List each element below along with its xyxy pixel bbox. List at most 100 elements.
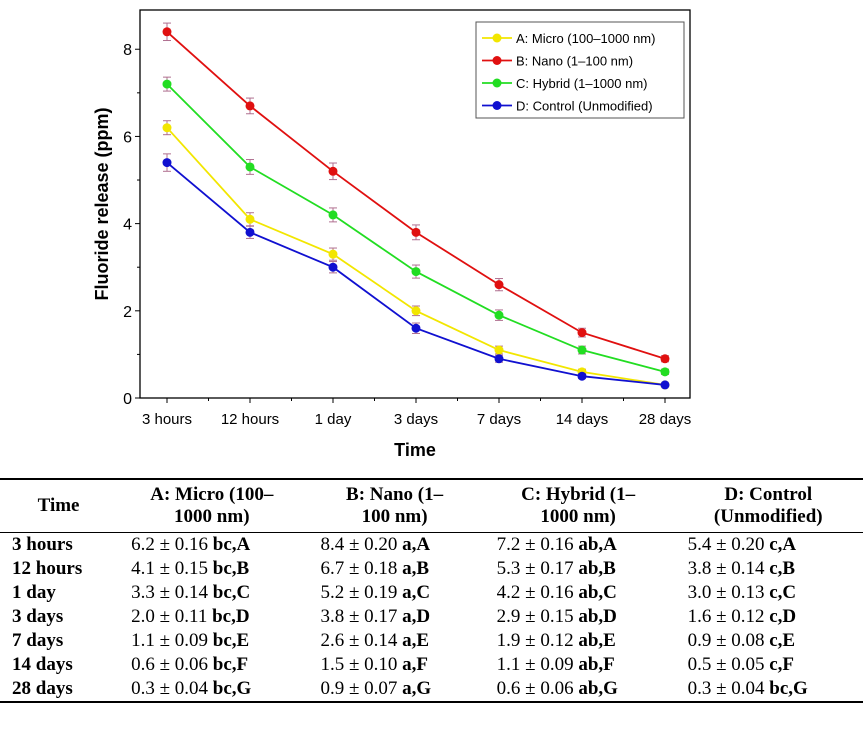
value-cell: 1.1 ± 0.09 bc,E bbox=[117, 629, 306, 653]
x-tick-label: 1 day bbox=[315, 411, 352, 428]
significance-letters: ab,G bbox=[578, 678, 618, 699]
series-c bbox=[162, 76, 670, 377]
value-cell: 1.6 ± 0.12 c,D bbox=[674, 605, 863, 629]
series-a bbox=[162, 120, 670, 390]
value-cell: 5.4 ± 0.20 c,A bbox=[674, 533, 863, 558]
mean-sd: 3.0 ± 0.13 bbox=[687, 582, 765, 603]
mean-sd: 6.7 ± 0.18 bbox=[320, 558, 398, 579]
time-cell: 28 days bbox=[12, 678, 73, 699]
fluoride-release-table: Time A: Micro (100– 1000 nm) B: Nano (1– 100… bbox=[0, 478, 863, 703]
time-cell: 12 hours bbox=[12, 558, 83, 579]
time-cell: 7 days bbox=[12, 630, 64, 651]
mean-sd: 0.9 ± 0.07 bbox=[320, 678, 398, 699]
value-cell: 0.9 ± 0.08 c,E bbox=[674, 629, 863, 653]
legend-marker bbox=[492, 101, 502, 110]
data-point bbox=[411, 227, 421, 237]
data-point bbox=[660, 354, 670, 364]
x-tick-label: 28 days bbox=[639, 411, 692, 428]
column-header-text: 1000 nm) bbox=[540, 506, 616, 527]
mean-sd: 3.8 ± 0.17 bbox=[320, 606, 398, 627]
value-cell: 4.1 ± 0.15 bc,B bbox=[117, 557, 306, 581]
mean-sd: 7.2 ± 0.16 bbox=[496, 534, 574, 555]
data-point bbox=[494, 280, 504, 290]
x-tick-label: 12 hours bbox=[221, 411, 279, 428]
data-point bbox=[411, 267, 421, 277]
mean-sd: 0.3 ± 0.04 bbox=[131, 678, 209, 699]
data-point bbox=[162, 123, 172, 133]
legend-label: B: Nano (1–100 nm) bbox=[516, 54, 633, 69]
table-row: 12 hours 4.1 ± 0.15 bc,B 6.7 ± 0.18 a,B 5.3… bbox=[0, 557, 863, 581]
table-row: 7 days 1.1 ± 0.09 bc,E 2.6 ± 0.14 a,E 1.9 ±… bbox=[0, 629, 863, 653]
value-cell: 0.9 ± 0.07 a,G bbox=[306, 677, 482, 702]
data-point bbox=[577, 371, 587, 381]
table-row: 14 days 0.6 ± 0.06 bc,F 1.5 ± 0.10 a,F 1.1 … bbox=[0, 653, 863, 677]
mean-sd: 1.6 ± 0.12 bbox=[687, 606, 765, 627]
column-header-text: Time bbox=[37, 495, 80, 516]
value-cell: 1.9 ± 0.12 ab,E bbox=[483, 629, 674, 653]
column-header: C: Hybrid (1– 1000 nm) bbox=[483, 479, 674, 533]
time-cell: 3 days bbox=[12, 606, 64, 627]
value-cell: 2.0 ± 0.11 bc,D bbox=[117, 605, 306, 629]
significance-letters: a,G bbox=[402, 678, 432, 699]
significance-letters: ab,C bbox=[578, 582, 617, 603]
mean-sd: 5.2 ± 0.19 bbox=[320, 582, 398, 603]
data-point bbox=[245, 101, 255, 111]
mean-sd: 8.4 ± 0.20 bbox=[320, 534, 398, 555]
mean-sd: 1.1 ± 0.09 bbox=[131, 630, 209, 651]
column-header-text: A: Micro (100– bbox=[150, 484, 274, 505]
mean-sd: 2.9 ± 0.15 bbox=[496, 606, 574, 627]
time-cell: 14 days bbox=[12, 654, 73, 675]
significance-letters: ab,E bbox=[578, 630, 616, 651]
table-row: 28 days 0.3 ± 0.04 bc,G 0.9 ± 0.07 a,G 0.6 … bbox=[0, 677, 863, 702]
data-point bbox=[162, 158, 172, 168]
table-row: 3 hours 6.2 ± 0.16 bc,A 8.4 ± 0.20 a,A 7.2 … bbox=[0, 533, 863, 558]
column-header: A: Micro (100– 1000 nm) bbox=[117, 479, 306, 533]
data-point bbox=[328, 166, 338, 176]
legend-label: C: Hybrid (1–1000 nm) bbox=[516, 76, 648, 91]
y-tick-label: 2 bbox=[123, 304, 132, 321]
time-cell: 3 hours bbox=[12, 534, 73, 555]
mean-sd: 2.0 ± 0.11 bbox=[131, 606, 208, 627]
column-header-text: C: Hybrid (1– bbox=[521, 484, 636, 505]
mean-sd: 0.5 ± 0.05 bbox=[687, 654, 765, 675]
y-axis-label: Fluoride release (ppm) bbox=[92, 107, 112, 300]
fluoride-release-chart: 0 2 4 6 8 3 hours 12 hours 1 day 3 days 7 days 14 … bbox=[92, 9, 692, 460]
legend-marker bbox=[492, 33, 502, 43]
data-point bbox=[328, 262, 338, 272]
significance-letters: bc,D bbox=[212, 606, 250, 627]
column-header-text: D: Control bbox=[724, 484, 813, 505]
value-cell: 8.4 ± 0.20 a,A bbox=[306, 533, 482, 558]
mean-sd: 3.3 ± 0.14 bbox=[131, 582, 209, 603]
value-cell: 1.1 ± 0.09 ab,F bbox=[483, 653, 674, 677]
significance-letters: bc,G bbox=[769, 678, 808, 699]
significance-letters: bc,C bbox=[212, 582, 251, 603]
data-point bbox=[411, 306, 421, 316]
significance-letters: a,B bbox=[402, 558, 430, 579]
value-cell: 6.7 ± 0.18 a,B bbox=[306, 557, 482, 581]
value-cell: 5.3 ± 0.17 ab,B bbox=[483, 557, 674, 581]
significance-letters: bc,E bbox=[212, 630, 250, 651]
series-b bbox=[162, 22, 670, 364]
significance-letters: ab,F bbox=[578, 654, 615, 675]
significance-letters: a,C bbox=[402, 582, 431, 603]
data-point bbox=[162, 79, 172, 89]
significance-letters: c,B bbox=[769, 558, 796, 579]
y-tick-label: 6 bbox=[123, 129, 132, 146]
data-point bbox=[577, 345, 587, 355]
value-cell: 6.2 ± 0.16 bc,A bbox=[117, 533, 306, 558]
mean-sd: 0.6 ± 0.06 bbox=[131, 654, 209, 675]
value-cell: 3.8 ± 0.14 c,B bbox=[674, 557, 863, 581]
mean-sd: 0.9 ± 0.08 bbox=[687, 630, 765, 651]
data-point bbox=[328, 210, 338, 220]
mean-sd: 1.1 ± 0.09 bbox=[496, 654, 574, 675]
column-header-text: (Unmodified) bbox=[713, 506, 823, 527]
column-header: D: Control (Unmodified) bbox=[674, 479, 863, 533]
series-line bbox=[166, 127, 666, 386]
plot-frame bbox=[139, 9, 691, 399]
significance-letters: ab,B bbox=[578, 558, 616, 579]
time-cell: 1 day bbox=[12, 582, 56, 603]
mean-sd: 1.9 ± 0.12 bbox=[496, 630, 574, 651]
mean-sd: 4.1 ± 0.15 bbox=[131, 558, 209, 579]
significance-letters: a,F bbox=[402, 654, 429, 675]
data-point bbox=[245, 214, 255, 224]
